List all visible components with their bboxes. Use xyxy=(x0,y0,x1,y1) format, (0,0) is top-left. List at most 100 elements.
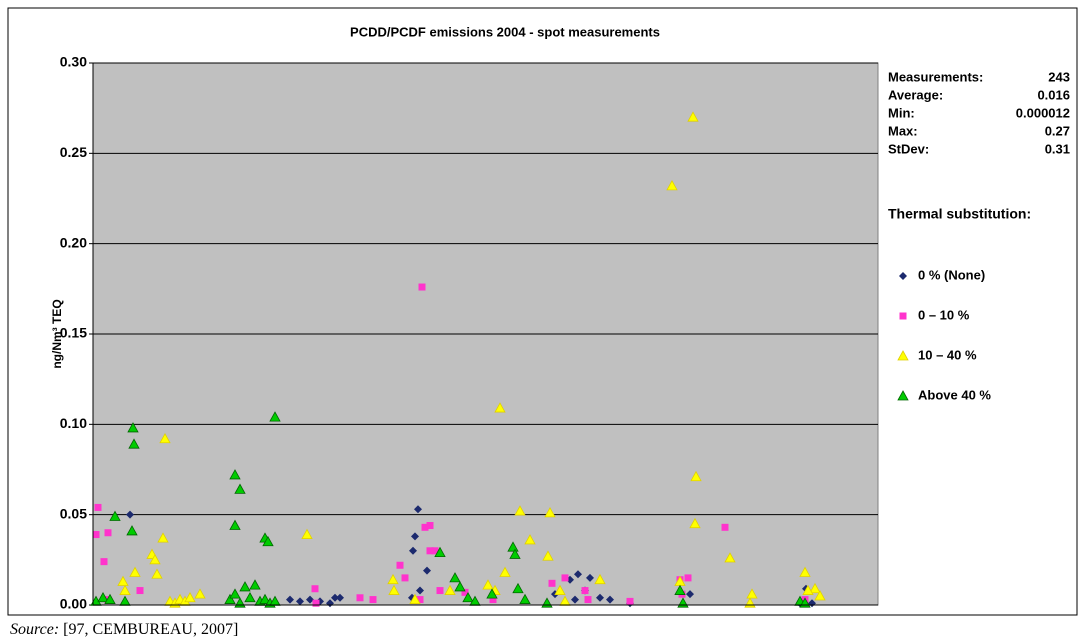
point xyxy=(581,587,589,595)
point xyxy=(594,573,606,585)
point xyxy=(414,505,422,514)
point xyxy=(724,552,736,563)
point xyxy=(416,596,424,604)
point xyxy=(129,566,141,577)
legend-marker xyxy=(897,350,909,361)
point xyxy=(229,588,241,599)
point xyxy=(689,517,701,529)
legend-label: Above 40 % xyxy=(918,387,991,402)
point xyxy=(524,534,536,545)
point xyxy=(92,531,100,539)
point xyxy=(128,438,140,449)
legend-marker xyxy=(899,312,907,320)
point xyxy=(311,585,319,593)
point xyxy=(286,595,294,604)
point xyxy=(229,469,241,480)
y-axis-label: ng/Nm³ TEQ xyxy=(50,299,64,368)
point xyxy=(356,594,364,602)
point xyxy=(426,547,434,555)
point xyxy=(449,572,461,583)
point xyxy=(686,590,694,599)
point xyxy=(507,541,519,552)
chart-title: PCDD/PCDF emissions 2004 - spot measurem… xyxy=(350,24,660,39)
point xyxy=(574,570,582,579)
point xyxy=(194,588,206,599)
point xyxy=(244,591,256,603)
point xyxy=(687,111,699,122)
point xyxy=(544,507,556,518)
stat-label: Measurements: xyxy=(888,69,983,84)
point xyxy=(746,588,758,599)
point xyxy=(224,593,236,604)
legend-label: 0 – 10 % xyxy=(918,307,970,322)
point xyxy=(571,595,579,604)
point xyxy=(666,180,678,191)
y-tick-label: 0.05 xyxy=(60,505,87,521)
point xyxy=(482,579,494,590)
point xyxy=(418,283,426,291)
point xyxy=(421,523,429,531)
point xyxy=(306,595,314,604)
point xyxy=(416,586,424,595)
point xyxy=(444,584,456,595)
point xyxy=(799,566,811,577)
point xyxy=(411,532,419,541)
point xyxy=(486,588,498,599)
point xyxy=(554,584,566,595)
point xyxy=(462,591,474,603)
point xyxy=(548,579,556,587)
point xyxy=(596,593,604,602)
source-label: Source: xyxy=(10,621,59,638)
stat-value: 0.31 xyxy=(1045,141,1070,156)
point xyxy=(542,550,554,561)
legend-label: 0 % (None) xyxy=(918,267,985,282)
stat-value: 0.27 xyxy=(1045,123,1070,138)
point xyxy=(109,510,121,521)
point xyxy=(97,591,109,603)
point xyxy=(369,596,377,604)
source: Source: [97, CEMBUREAU, 2007] xyxy=(10,621,238,638)
point xyxy=(269,411,281,422)
point xyxy=(296,597,304,606)
point xyxy=(802,584,814,595)
source-text: [97, CEMBUREAU, 2007] xyxy=(59,621,238,638)
point xyxy=(119,584,131,595)
point xyxy=(431,547,439,555)
stat-label: StDev: xyxy=(888,141,929,156)
y-tick-label: 0.20 xyxy=(60,234,87,250)
point xyxy=(401,574,409,582)
point xyxy=(584,596,592,604)
point xyxy=(409,546,417,555)
point xyxy=(151,568,163,579)
stat-label: Min: xyxy=(888,105,915,120)
y-tick-label: 0.00 xyxy=(60,596,87,612)
point xyxy=(184,591,196,603)
point xyxy=(461,588,469,596)
point xyxy=(259,593,271,604)
point xyxy=(809,582,821,594)
point xyxy=(690,470,702,482)
point xyxy=(117,575,129,586)
point xyxy=(104,593,116,604)
legend-marker xyxy=(897,390,909,401)
point xyxy=(387,573,399,585)
point xyxy=(512,582,524,594)
y-tick-label: 0.30 xyxy=(60,54,87,70)
point xyxy=(684,574,692,582)
point xyxy=(674,584,686,595)
point xyxy=(606,595,614,604)
point xyxy=(157,532,169,543)
point xyxy=(436,587,444,595)
point xyxy=(100,558,108,566)
stat-label: Average: xyxy=(888,87,943,102)
point xyxy=(94,503,102,511)
point xyxy=(426,522,434,530)
point xyxy=(586,573,594,582)
point xyxy=(388,584,400,595)
point xyxy=(234,483,246,494)
point xyxy=(126,510,134,519)
y-tick-label: 0.25 xyxy=(60,144,87,160)
point xyxy=(104,529,112,537)
point xyxy=(262,535,274,547)
